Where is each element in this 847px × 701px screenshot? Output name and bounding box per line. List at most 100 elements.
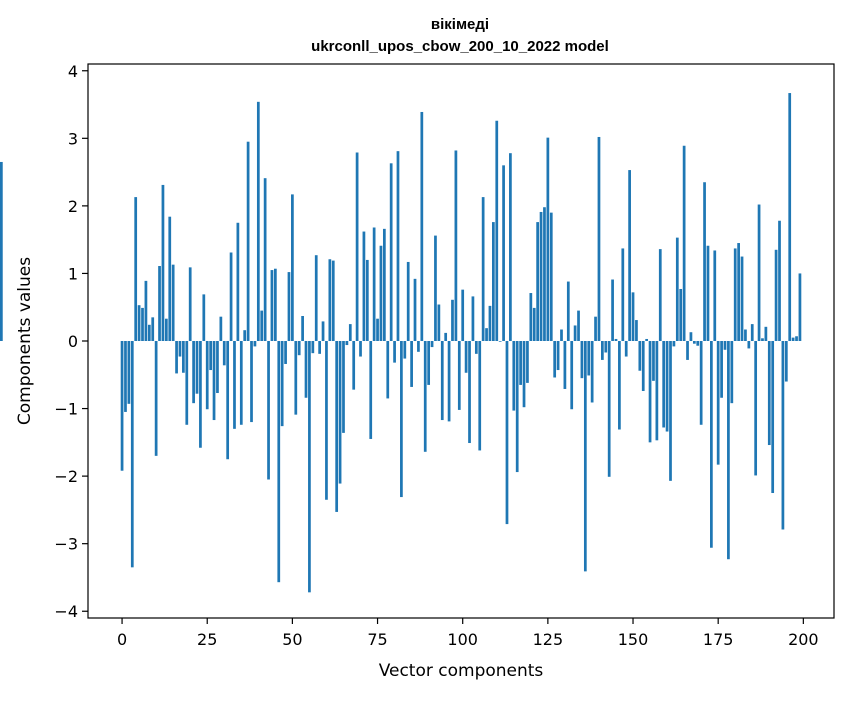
bar	[154, 341, 158, 456]
y-tick-label: 2	[68, 197, 78, 216]
bar	[784, 341, 788, 382]
bar	[675, 237, 679, 341]
bar	[199, 341, 202, 448]
bar	[284, 341, 287, 364]
bar	[618, 341, 621, 430]
bar	[665, 341, 669, 432]
bar	[601, 341, 604, 360]
bar	[226, 341, 230, 460]
bar	[672, 341, 676, 347]
bar	[594, 316, 597, 341]
bar	[134, 197, 138, 341]
bar	[141, 307, 144, 341]
y-tick-label: −4	[54, 602, 78, 621]
bar	[648, 341, 652, 443]
bar	[328, 259, 332, 341]
bar	[737, 243, 740, 341]
bar	[706, 245, 710, 341]
bar	[308, 341, 311, 593]
bar	[229, 252, 233, 341]
bar	[461, 289, 465, 341]
bar	[222, 341, 226, 366]
bar	[740, 256, 744, 341]
bar	[532, 307, 536, 341]
bar	[563, 341, 567, 389]
bar	[529, 293, 533, 341]
bar	[485, 328, 488, 341]
bar	[583, 341, 587, 572]
bar	[444, 332, 448, 341]
bar	[798, 273, 802, 341]
y-tick-label: −3	[54, 535, 78, 554]
bar	[580, 341, 584, 379]
bar	[730, 341, 734, 404]
ticks-layer: 0 25 50 75 100 125 150 175 200 −4 −3 −2 −1 0 1 2 3 4	[54, 62, 818, 649]
bar	[788, 93, 792, 341]
bar	[301, 316, 304, 341]
bar	[791, 337, 795, 341]
bar	[403, 341, 407, 359]
bar	[607, 341, 611, 477]
bar	[263, 178, 267, 341]
bar	[464, 341, 468, 373]
bar	[478, 341, 482, 451]
bar	[417, 341, 420, 352]
bar	[481, 197, 485, 341]
bar	[212, 341, 216, 421]
bar	[764, 326, 768, 341]
bar	[686, 341, 689, 360]
bar	[386, 341, 390, 399]
bar	[188, 267, 192, 341]
bar	[434, 235, 437, 341]
bar	[652, 341, 655, 381]
bars-layer	[0, 93, 802, 593]
bar	[611, 279, 614, 341]
bar	[699, 341, 703, 425]
bar	[468, 341, 471, 444]
bar	[331, 260, 335, 341]
bar	[621, 248, 625, 341]
bar	[311, 341, 315, 354]
bar	[376, 318, 379, 341]
bar	[522, 341, 526, 408]
bar	[471, 296, 475, 341]
chart-title: вікімеді	[431, 16, 489, 33]
bar	[321, 321, 325, 341]
y-tick-label: 3	[68, 129, 78, 148]
bar	[280, 341, 284, 427]
bar	[573, 325, 577, 341]
bar	[318, 341, 321, 354]
bar	[413, 278, 417, 341]
bar	[536, 222, 540, 341]
bar	[270, 270, 274, 341]
bar	[192, 341, 195, 404]
bar	[362, 231, 366, 341]
bar	[205, 341, 209, 410]
bar	[713, 250, 717, 341]
bar	[658, 249, 662, 341]
bar	[696, 341, 700, 346]
bar	[566, 281, 570, 341]
bar	[682, 145, 686, 341]
bar	[781, 341, 785, 530]
bar	[158, 266, 161, 341]
bar	[382, 228, 386, 341]
bar	[406, 261, 410, 341]
bar	[614, 338, 618, 341]
bar	[454, 150, 458, 341]
bar	[669, 341, 672, 481]
bar	[185, 341, 189, 425]
bar	[488, 305, 492, 341]
bar	[352, 341, 356, 390]
bar	[161, 184, 165, 341]
bar	[147, 324, 151, 341]
bar	[519, 341, 522, 385]
bar	[638, 341, 642, 371]
bar	[124, 341, 127, 412]
bar	[130, 341, 134, 568]
bar	[757, 204, 761, 341]
bar	[304, 341, 308, 398]
bar	[256, 101, 260, 341]
bar	[549, 212, 553, 341]
bar	[420, 111, 424, 341]
